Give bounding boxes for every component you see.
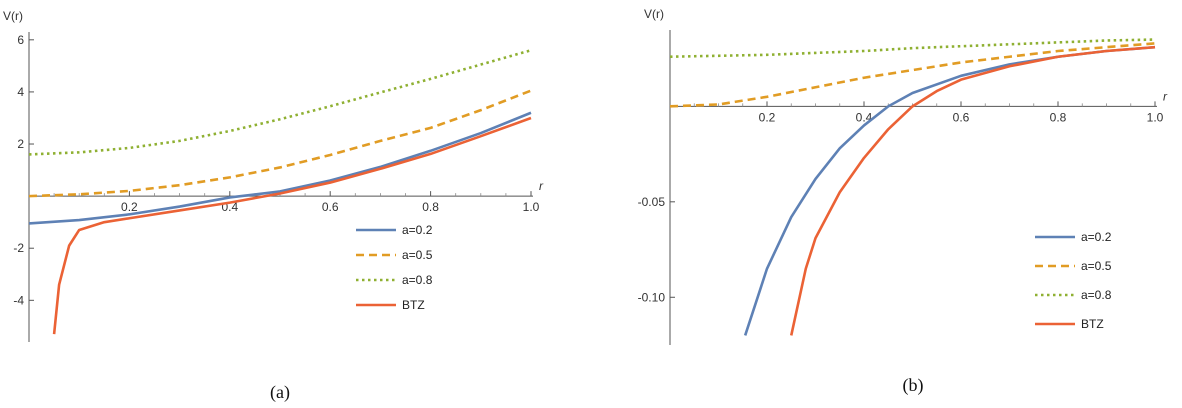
y-axis-label: V(r) — [3, 9, 23, 23]
legend-label: a=0.8 — [1081, 288, 1112, 302]
legend-label: a=0.2 — [1081, 230, 1112, 244]
chart-panel-1: 0.2 0.4 0.6 0.8 1.0-0.05-0.10rV(r)a=0.2a=0.5… — [638, 7, 1168, 396]
x-tick-label: 0.2 — [759, 110, 776, 124]
x-tick-label: 1.0 — [1147, 110, 1164, 124]
legend-label: a=0.5 — [402, 248, 433, 262]
series-line-a-0-5 — [669, 42, 1156, 108]
y-axis-label: V(r) — [644, 7, 664, 21]
series-line-a-0-8 — [669, 38, 1156, 59]
legend: a=0.2 a=0.5 a=0.8 BTZ — [356, 223, 433, 312]
y-tick-label: 4 — [17, 85, 24, 99]
x-tick-label: 1.0 — [523, 200, 540, 214]
y-tick-label: -0.05 — [638, 195, 666, 209]
series-line-a-0-5 — [28, 89, 532, 198]
x-tick-label: 0.6 — [953, 110, 970, 124]
legend: a=0.2 a=0.5 a=0.8 BTZ — [1035, 230, 1112, 331]
y-tick-label: -4 — [13, 293, 24, 307]
x-tick-label: 0.8 — [1050, 110, 1067, 124]
legend-label: BTZ — [402, 298, 425, 312]
series-line-a-0-8 — [28, 48, 532, 156]
y-tick-label: -0.10 — [638, 290, 666, 304]
x-tick-label: 0.2 — [121, 200, 138, 214]
y-tick-label: 2 — [17, 137, 24, 151]
x-tick-label: 0.6 — [322, 200, 339, 214]
legend-label: BTZ — [1081, 317, 1104, 331]
legend-label: a=0.8 — [402, 273, 433, 287]
x-axis-label: r — [1163, 89, 1168, 103]
panel-caption: (a) — [270, 382, 290, 403]
chart-panel-0: 0.2 0.4 0.6 0.8 1.0-4-2246rV(r)a=0.2a=0.5a=0… — [3, 9, 544, 403]
y-tick-label: 6 — [17, 33, 24, 47]
series-line-btz — [52, 116, 532, 335]
x-tick-label: 0.8 — [422, 200, 439, 214]
legend-label: a=0.2 — [402, 223, 433, 237]
legend-label: a=0.5 — [1081, 259, 1112, 273]
series-line-a-0-2 — [28, 111, 532, 225]
x-axis-label: r — [539, 179, 544, 193]
series-line-btz — [789, 45, 1156, 336]
panel-caption: (b) — [903, 375, 924, 396]
y-tick-label: -2 — [13, 241, 24, 255]
